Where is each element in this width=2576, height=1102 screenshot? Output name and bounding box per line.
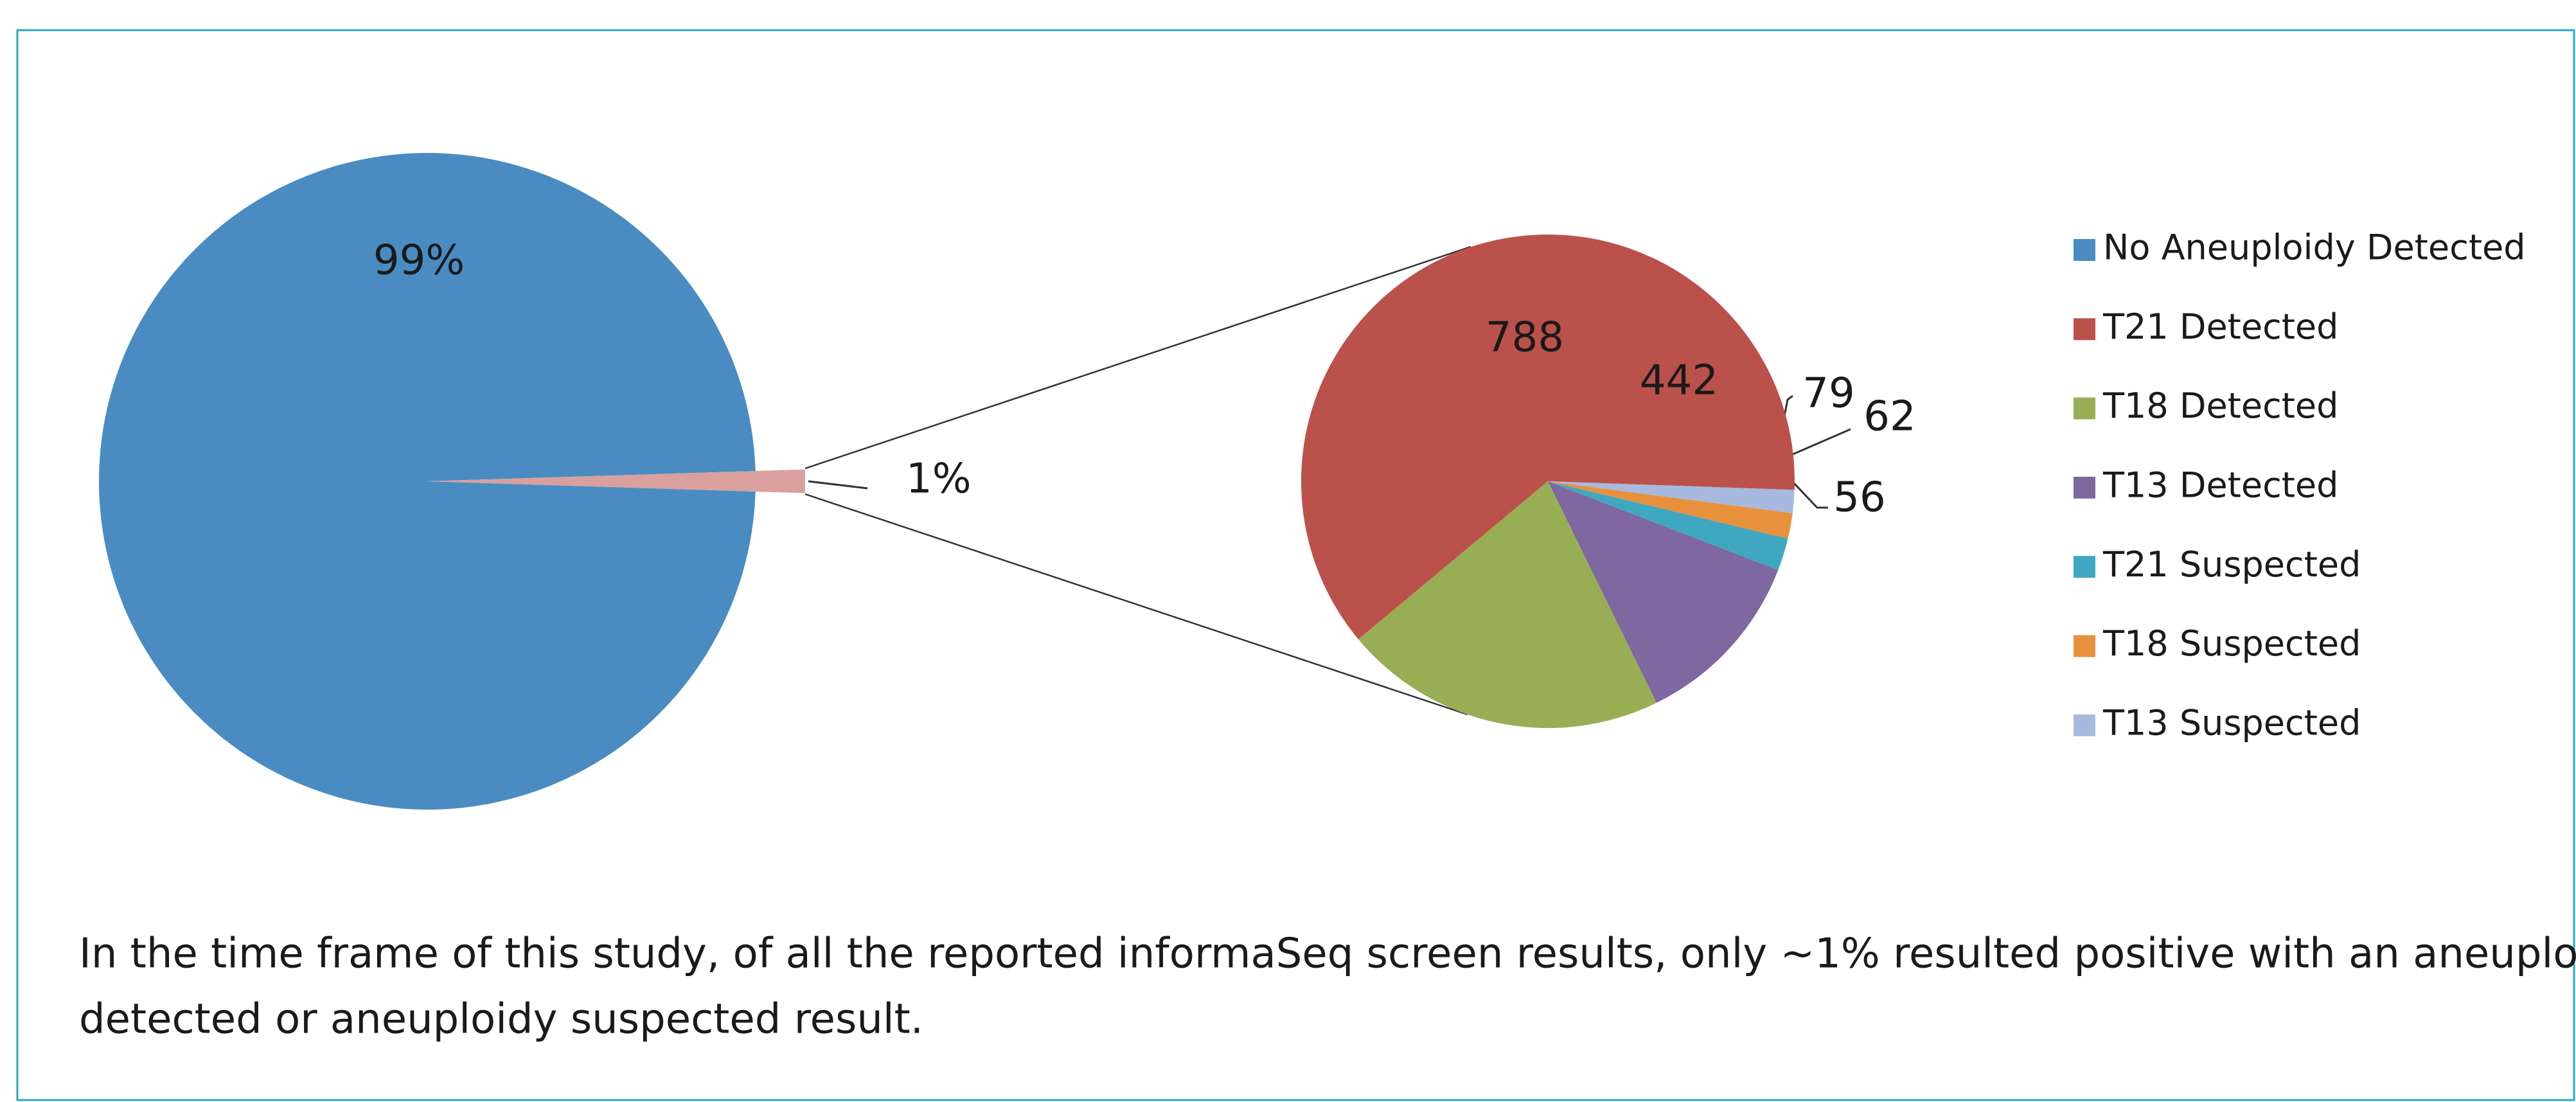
pie-slice [1548,481,1795,513]
legend-swatch [2074,635,2095,657]
legend-entry: T13 Detected [2102,465,2338,506]
pie-slice [1548,481,1788,571]
pie-slice [1548,481,1779,703]
legend-swatch [2074,397,2095,420]
legend-entry: T13 Suspected [2102,702,2361,743]
caption: detected or aneuploidy suspected result. [79,996,923,1044]
frame [16,29,2575,1101]
leader-line [1783,395,1793,417]
connector [804,493,1468,716]
data-label: 788 [1486,314,1564,362]
pie-slice [1548,481,1793,539]
legend-entry: T18 Detected [2102,386,2338,426]
data-label: 1% [906,456,972,503]
caption: In the time frame of this study, of all … [79,930,2576,978]
legend-swatch [2074,476,2095,499]
leader-line [1793,482,1828,509]
legend-swatch [2074,318,2095,341]
legend-entry: T18 Suspected [2102,623,2361,664]
leader-line [1792,428,1851,456]
legend-swatch [2074,714,2095,736]
connector [804,245,1471,470]
data-label: 79 [1802,370,1854,418]
data-label: 62 [1863,393,1915,441]
data-label: 99% [373,237,465,285]
legend-swatch [2074,556,2095,578]
pie-slice [427,469,805,493]
legend-entry: T21 Suspected [2102,544,2361,585]
leader-line [808,480,868,490]
legend-entry: No Aneuploidy Detected [2103,227,2526,268]
pie-slice [1358,481,1657,728]
legend-entry: T21 Detected [2102,307,2338,347]
data-label: 442 [1640,357,1718,405]
data-label: 56 [1833,474,1885,522]
pie-slice [1301,235,1795,639]
legend-swatch [2074,239,2095,261]
pie-slice [98,152,756,810]
